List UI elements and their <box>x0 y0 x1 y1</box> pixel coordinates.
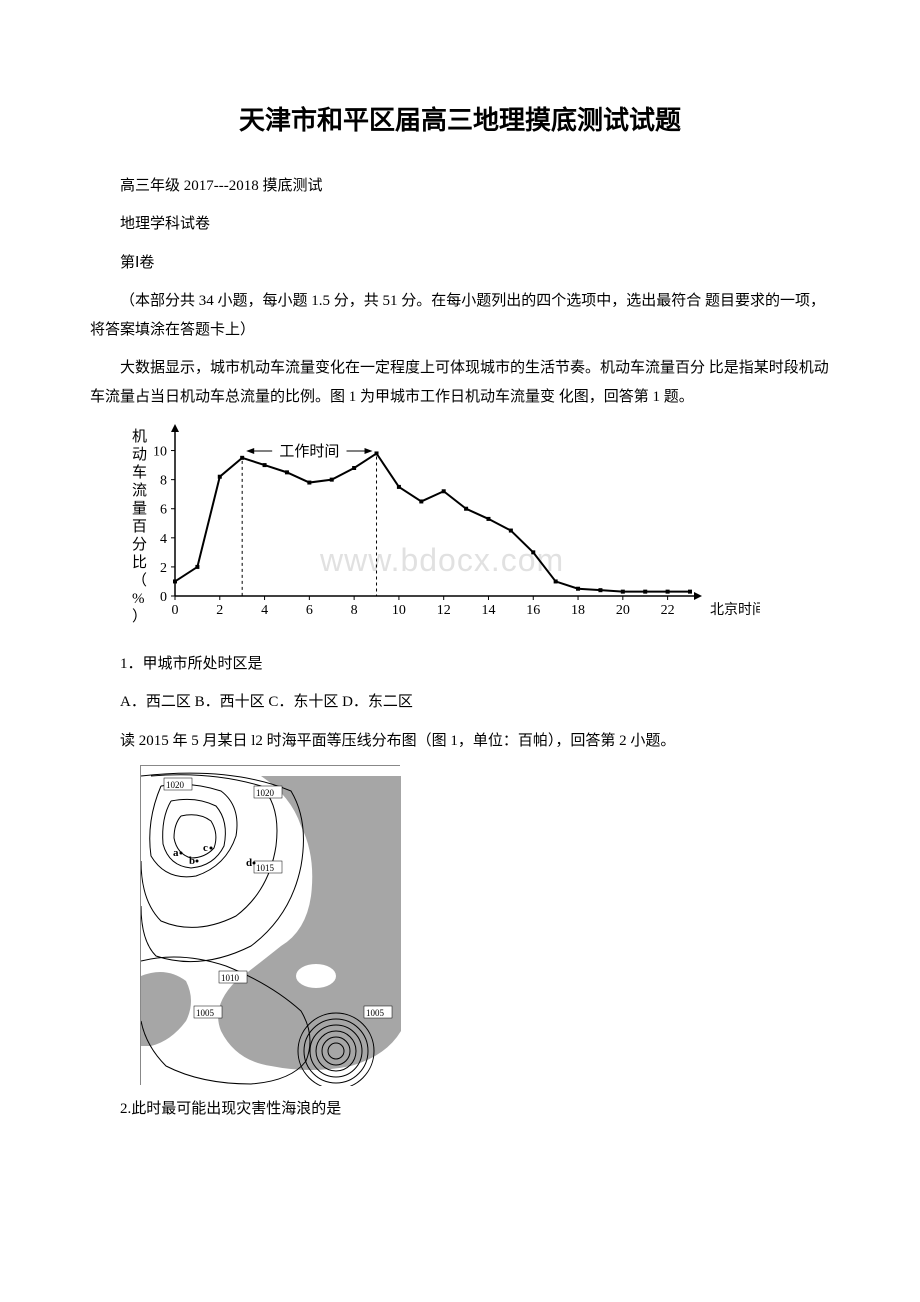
svg-text:2: 2 <box>216 603 223 618</box>
svg-text:百: 百 <box>132 519 147 535</box>
svg-text:4: 4 <box>261 603 268 618</box>
svg-text:1005: 1005 <box>196 1008 215 1018</box>
svg-text:12: 12 <box>437 603 451 618</box>
svg-text:16: 16 <box>526 603 540 618</box>
svg-text:6: 6 <box>160 503 167 518</box>
svg-text:6: 6 <box>306 603 313 618</box>
svg-text:北京时间: 北京时间 <box>710 602 760 618</box>
chart-1-traffic-flow: 机动车流量百分比（%） 0 2 4 6 8 10 0 2 4 6 8 10 12 14 16 18 20 22 北京时… <box>120 421 830 640</box>
svg-text:1020: 1020 <box>256 788 275 798</box>
svg-text:动: 动 <box>132 446 147 463</box>
svg-text:10: 10 <box>392 603 406 618</box>
svg-text:流: 流 <box>132 482 147 499</box>
svg-text:）: ） <box>132 608 147 625</box>
chart-2-isobar-map: 1020 1020 1015 1010 1005 1005 abc d <box>140 765 400 1085</box>
svg-text:20: 20 <box>616 603 630 618</box>
svg-text:比: 比 <box>132 554 147 571</box>
svg-text:c: c <box>203 842 208 854</box>
context-1: 大数据显示，城市机动车流量变化在一定程度上可体现城市的生活节奏。机动车流量百分 … <box>90 354 830 411</box>
svg-text:1020: 1020 <box>166 780 185 790</box>
svg-text:b: b <box>189 855 195 867</box>
question-2-text: 2.此时最可能出现灾害性海浪的是 <box>90 1095 830 1124</box>
svg-text:8: 8 <box>351 603 358 618</box>
svg-text:机: 机 <box>132 428 147 445</box>
header-line-3: 第Ⅰ卷 <box>90 249 830 278</box>
svg-text:%: % <box>132 591 145 607</box>
instructions: （本部分共 34 小题，每小题 1.5 分，共 51 分。在每小题列出的四个选项… <box>90 287 830 344</box>
svg-text:d: d <box>246 857 252 869</box>
svg-text:0: 0 <box>172 603 179 618</box>
svg-text:8: 8 <box>160 474 167 489</box>
svg-text:1010: 1010 <box>221 973 240 983</box>
question-1-options: A．西二区 B．西十区 C．东十区 D．东二区 <box>90 688 830 717</box>
svg-text:14: 14 <box>481 603 495 618</box>
page-title: 天津市和平区届高三地理摸底测试试题 <box>90 100 830 142</box>
svg-text:4: 4 <box>160 532 167 547</box>
svg-text:分: 分 <box>132 536 147 553</box>
svg-text:18: 18 <box>571 603 585 618</box>
question-1-text: 1．甲城市所处时区是 <box>90 650 830 679</box>
svg-text:0: 0 <box>160 590 167 605</box>
svg-text:量: 量 <box>132 501 147 517</box>
context-2: 读 2015 年 5 月某日 l2 时海平面等压线分布图（图 1，单位：百帕），… <box>90 727 830 756</box>
header-line-1: 高三年级 2017---2018 摸底测试 <box>90 172 830 201</box>
svg-text:10: 10 <box>153 445 167 460</box>
svg-text:（: （ <box>132 572 147 589</box>
svg-text:工作时间: 工作时间 <box>279 443 339 460</box>
svg-text:a: a <box>173 847 179 859</box>
svg-text:2: 2 <box>160 561 167 576</box>
svg-text:22: 22 <box>661 603 675 618</box>
svg-text:车: 车 <box>132 464 147 481</box>
svg-text:1005: 1005 <box>366 1008 385 1018</box>
header-line-2: 地理学科试卷 <box>90 210 830 239</box>
line-chart-svg: 机动车流量百分比（%） 0 2 4 6 8 10 0 2 4 6 8 10 12 14 16 18 20 22 北京时… <box>120 421 760 631</box>
svg-text:1015: 1015 <box>256 863 275 873</box>
isobar-map-svg: 1020 1020 1015 1010 1005 1005 abc d <box>141 766 401 1086</box>
